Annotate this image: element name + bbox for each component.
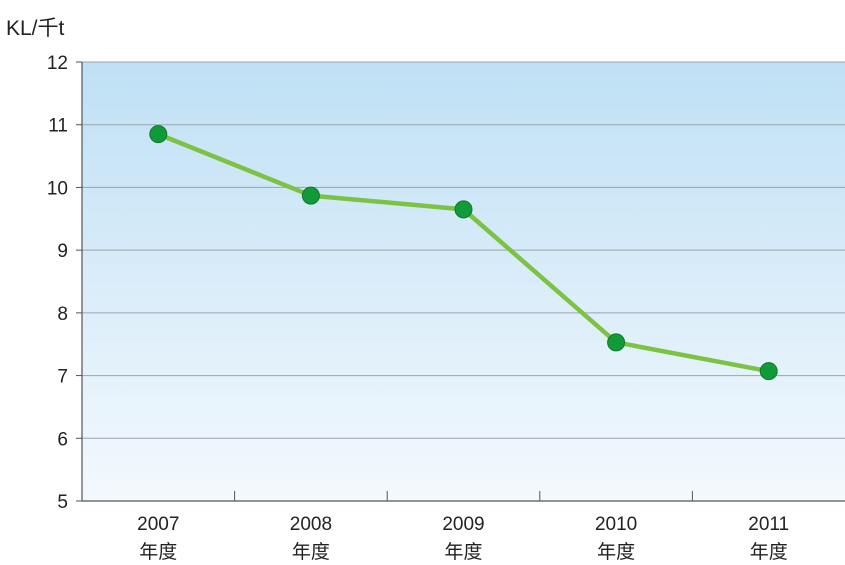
y-tick-label: 5	[57, 492, 68, 513]
x-tick-label-unit: 年度	[292, 541, 330, 563]
x-tick-label-year: 2007	[137, 514, 179, 535]
y-tick-label: 7	[57, 367, 68, 388]
x-tick-label-year: 2011	[748, 514, 789, 535]
data-point	[301, 186, 320, 205]
x-tick-label-unit: 年度	[139, 541, 177, 563]
y-tick-label: 6	[57, 429, 68, 450]
y-tick-label: 10	[47, 178, 68, 199]
y-tick-label: 8	[57, 304, 68, 325]
x-tick-label-unit: 年度	[750, 541, 788, 563]
x-tick-label-unit: 年度	[597, 541, 635, 563]
data-point	[759, 362, 778, 381]
x-tick-label-year: 2008	[290, 514, 332, 535]
y-tick-label: 12	[47, 53, 68, 74]
data-point	[607, 333, 626, 352]
x-tick-label-unit: 年度	[444, 541, 482, 563]
data-point	[454, 200, 473, 219]
x-tick-label-year: 2009	[442, 514, 484, 535]
x-tick-label-year: 2010	[595, 514, 637, 535]
plot-area	[82, 62, 845, 501]
y-axis-label: KL/千t	[6, 17, 65, 40]
y-tick-label: 11	[48, 116, 68, 137]
y-tick-label: 9	[57, 241, 68, 262]
data-point	[149, 125, 168, 144]
